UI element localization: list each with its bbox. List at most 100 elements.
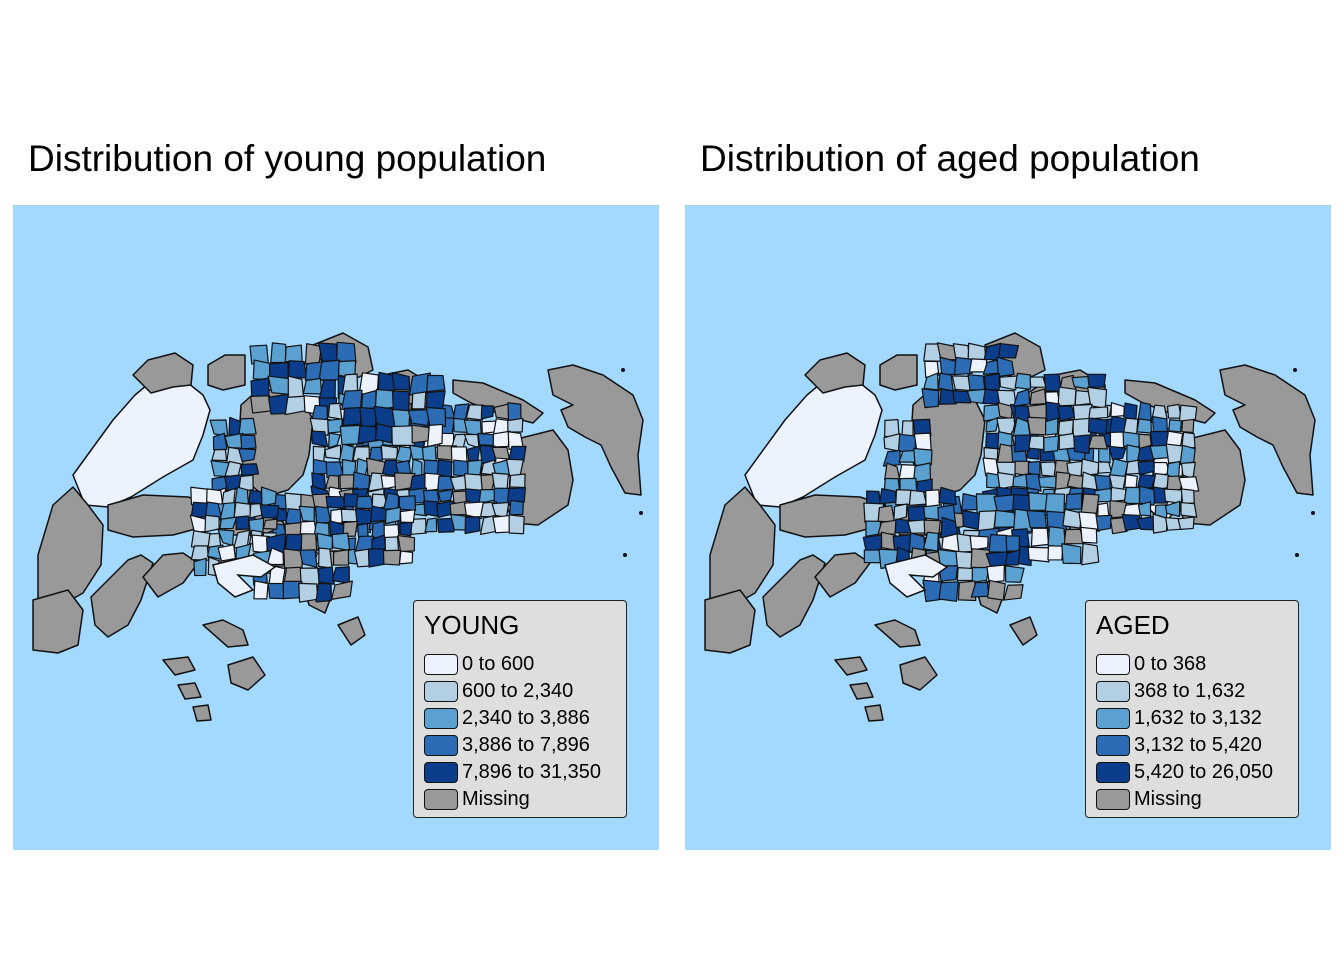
planning-subzone — [332, 548, 350, 566]
legend-item: 1,632 to 3,132 — [1096, 705, 1288, 732]
planning-subzone — [342, 406, 363, 427]
planning-subzone — [464, 516, 481, 535]
legend-item: Missing — [1096, 786, 1288, 813]
young-map-frame: YOUNG 0 to 600 600 to 2,340 2,340 to 3,8… — [13, 205, 659, 850]
aged-map-frame: AGED 0 to 368 368 to 1,632 1,632 to 3,13… — [685, 205, 1331, 850]
planning-subzone — [132, 352, 194, 394]
planning-subzone — [1088, 406, 1109, 420]
planning-subzone — [1030, 527, 1050, 547]
planning-subzone — [1164, 500, 1181, 518]
planning-subzone — [248, 489, 263, 505]
planning-subzone — [1122, 502, 1143, 519]
planning-subzone — [998, 342, 1020, 359]
map-legend: YOUNG 0 to 600 600 to 2,340 2,340 to 3,8… — [413, 600, 627, 818]
planning-subzone — [1087, 417, 1108, 436]
planning-subzone — [864, 704, 884, 722]
planning-subzone — [999, 375, 1019, 391]
planning-subzone — [938, 388, 958, 405]
planning-subzone — [968, 358, 988, 373]
planning-subzone — [912, 418, 932, 437]
planning-subzone — [384, 506, 402, 525]
planning-subzone — [1072, 417, 1094, 438]
planning-subzone — [212, 432, 228, 451]
planning-subzone — [398, 495, 417, 512]
planning-subzone — [90, 554, 154, 638]
planning-subzone — [204, 514, 220, 533]
islet — [1311, 511, 1315, 515]
planning-subzone — [1080, 526, 1098, 544]
planning-subzone — [1057, 419, 1075, 436]
planning-subzone — [1178, 476, 1200, 492]
planning-subzone — [895, 489, 912, 506]
planning-subzone — [907, 519, 927, 534]
planning-subzone — [1025, 473, 1042, 492]
planning-subzone — [237, 448, 257, 462]
planning-subzone — [260, 486, 277, 507]
legend-label: 1,632 to 3,132 — [1134, 707, 1262, 729]
legend-title: AGED — [1096, 610, 1170, 640]
planning-subzone — [878, 488, 897, 505]
planning-subzone — [374, 422, 394, 444]
planning-subzone — [509, 499, 525, 516]
legend-label: 3,132 to 5,420 — [1134, 734, 1262, 756]
planning-subzone — [985, 416, 1000, 433]
planning-subzone — [899, 656, 938, 691]
planning-subzone — [316, 532, 334, 551]
planning-subzone — [952, 390, 972, 404]
legend-label: 600 to 2,340 — [462, 680, 574, 702]
planning-subzone — [1014, 372, 1032, 390]
planning-subzone — [1073, 434, 1091, 455]
planning-subzone — [391, 390, 410, 413]
legend-item: 2,340 to 3,886 — [424, 705, 616, 732]
planning-subzone — [987, 579, 1006, 601]
planning-subzone — [352, 471, 371, 490]
planning-subzone — [1152, 513, 1168, 534]
planning-subzone — [882, 449, 901, 467]
planning-subzone — [436, 517, 455, 533]
planning-subzone — [804, 352, 866, 394]
planning-subzone — [480, 405, 495, 420]
legend-title: YOUNG — [424, 610, 520, 640]
legend-swatch — [1096, 789, 1130, 810]
planning-subzone — [908, 489, 928, 506]
planning-subzone — [547, 364, 644, 496]
planning-subzone — [235, 515, 250, 531]
planning-subzone — [479, 445, 497, 465]
planning-subzone — [411, 391, 427, 410]
planning-subzone — [1123, 486, 1141, 505]
planning-subzone — [207, 354, 246, 391]
planning-subzone — [1086, 373, 1107, 388]
planning-subzone — [1177, 516, 1195, 530]
planning-subzone — [202, 619, 249, 648]
planning-subzone — [1137, 473, 1157, 489]
planning-subzone — [424, 517, 438, 533]
planning-subzone — [318, 359, 341, 381]
planning-subzone — [240, 463, 260, 477]
planning-subzone — [250, 395, 272, 414]
planning-subzone — [354, 507, 373, 526]
legend-swatch — [424, 735, 458, 756]
planning-subzone — [1061, 543, 1082, 565]
planning-subzone — [884, 554, 949, 598]
map-title: Distribution of aged population — [700, 138, 1200, 179]
planning-subzone — [877, 504, 896, 523]
planning-subzone — [1037, 475, 1057, 489]
planning-subzone — [318, 547, 333, 569]
legend-label: 2,340 to 3,886 — [462, 707, 590, 729]
planning-subzone — [339, 474, 355, 490]
planning-subzone — [330, 580, 353, 600]
planning-subzone — [253, 580, 269, 600]
legend-swatch — [1096, 762, 1130, 783]
planning-subzone — [206, 488, 224, 505]
planning-subzone — [380, 474, 398, 490]
planning-subzone — [325, 495, 347, 510]
planning-subzone — [508, 445, 527, 463]
legend-label: 0 to 600 — [462, 653, 535, 675]
planning-subzone — [397, 534, 416, 553]
planning-subzone — [192, 704, 212, 722]
planning-subzone — [240, 434, 257, 450]
planning-subzone — [328, 432, 341, 449]
legend-item: 5,420 to 26,050 — [1096, 759, 1288, 786]
planning-subzone — [219, 516, 238, 530]
planning-subzone — [1005, 535, 1020, 552]
